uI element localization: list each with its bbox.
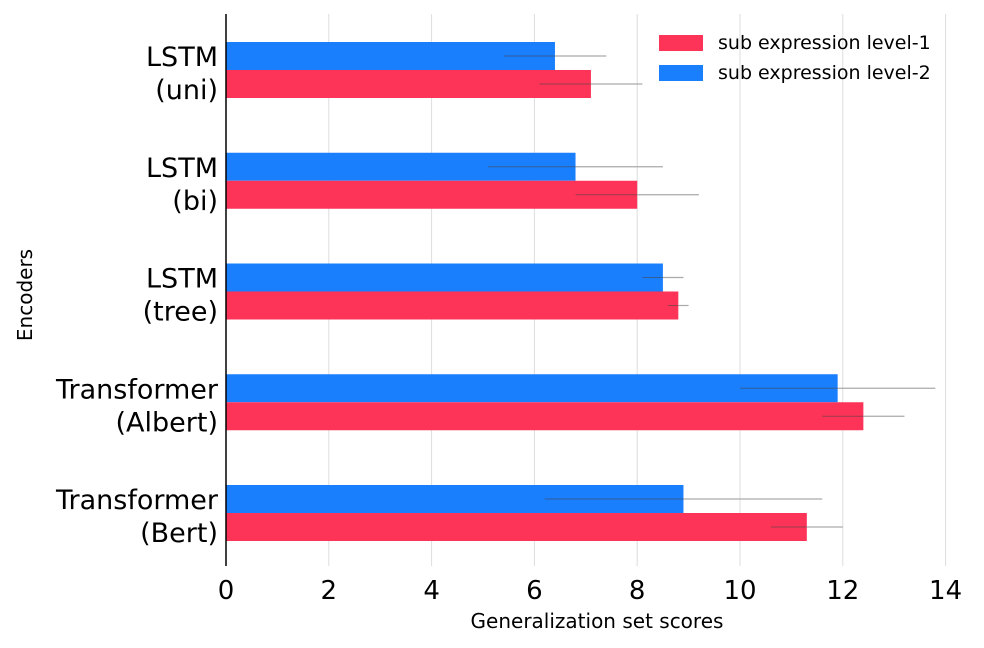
legend-entry: sub expression level-2: [718, 62, 931, 84]
y-axis-title: Encoders: [13, 249, 37, 341]
category-label: LSTM (uni): [146, 42, 218, 106]
category-label-line: (uni): [155, 75, 218, 106]
x-tick-label: 8: [629, 576, 646, 606]
legend-swatch: [659, 35, 703, 51]
category-label-line: (bi): [172, 186, 218, 217]
category-label-line: LSTM: [146, 42, 218, 73]
bars: [226, 42, 864, 541]
bar: [226, 291, 679, 320]
x-tick-label: 12: [826, 576, 859, 606]
bar: [226, 263, 663, 292]
x-tick-label: 4: [423, 576, 440, 606]
legend-entry: sub expression level-1: [718, 32, 931, 54]
bar: [226, 70, 591, 98]
legend: sub expression level-1 sub expression lev…: [659, 32, 931, 84]
category-label: Transformer (Albert): [55, 374, 219, 438]
x-tick-label: 2: [321, 576, 338, 606]
category-label-line: Transformer: [55, 485, 219, 516]
category-label-line: LSTM: [146, 153, 218, 184]
category-label-line: (Albert): [116, 407, 218, 438]
x-axis-title: Generalization set scores: [471, 609, 724, 633]
bar: [226, 402, 864, 431]
x-tick-labels: 0 2 4 6 8 10 12 14: [218, 576, 962, 606]
category-label: LSTM (bi): [146, 153, 218, 217]
bar: [226, 180, 638, 209]
category-label-line: (tree): [143, 297, 218, 328]
x-tick-label: 6: [526, 576, 543, 606]
x-tick-label: 0: [218, 576, 235, 606]
error-bars: [488, 55, 936, 528]
category-label-line: LSTM: [146, 264, 218, 295]
x-tick-label: 10: [723, 576, 756, 606]
category-labels: LSTM (uni)LSTM (bi)LSTM (tree)Transformer (A…: [55, 42, 219, 549]
bar: [226, 374, 838, 403]
category-label-line: (Bert): [140, 518, 218, 549]
legend-swatch: [659, 65, 703, 81]
x-tick-label: 14: [929, 576, 962, 606]
category-label: Transformer (Bert): [55, 485, 219, 549]
bar: [226, 42, 555, 70]
bar: [226, 513, 807, 541]
category-label: LSTM (tree): [143, 264, 218, 328]
category-label-line: Transformer: [55, 374, 219, 405]
